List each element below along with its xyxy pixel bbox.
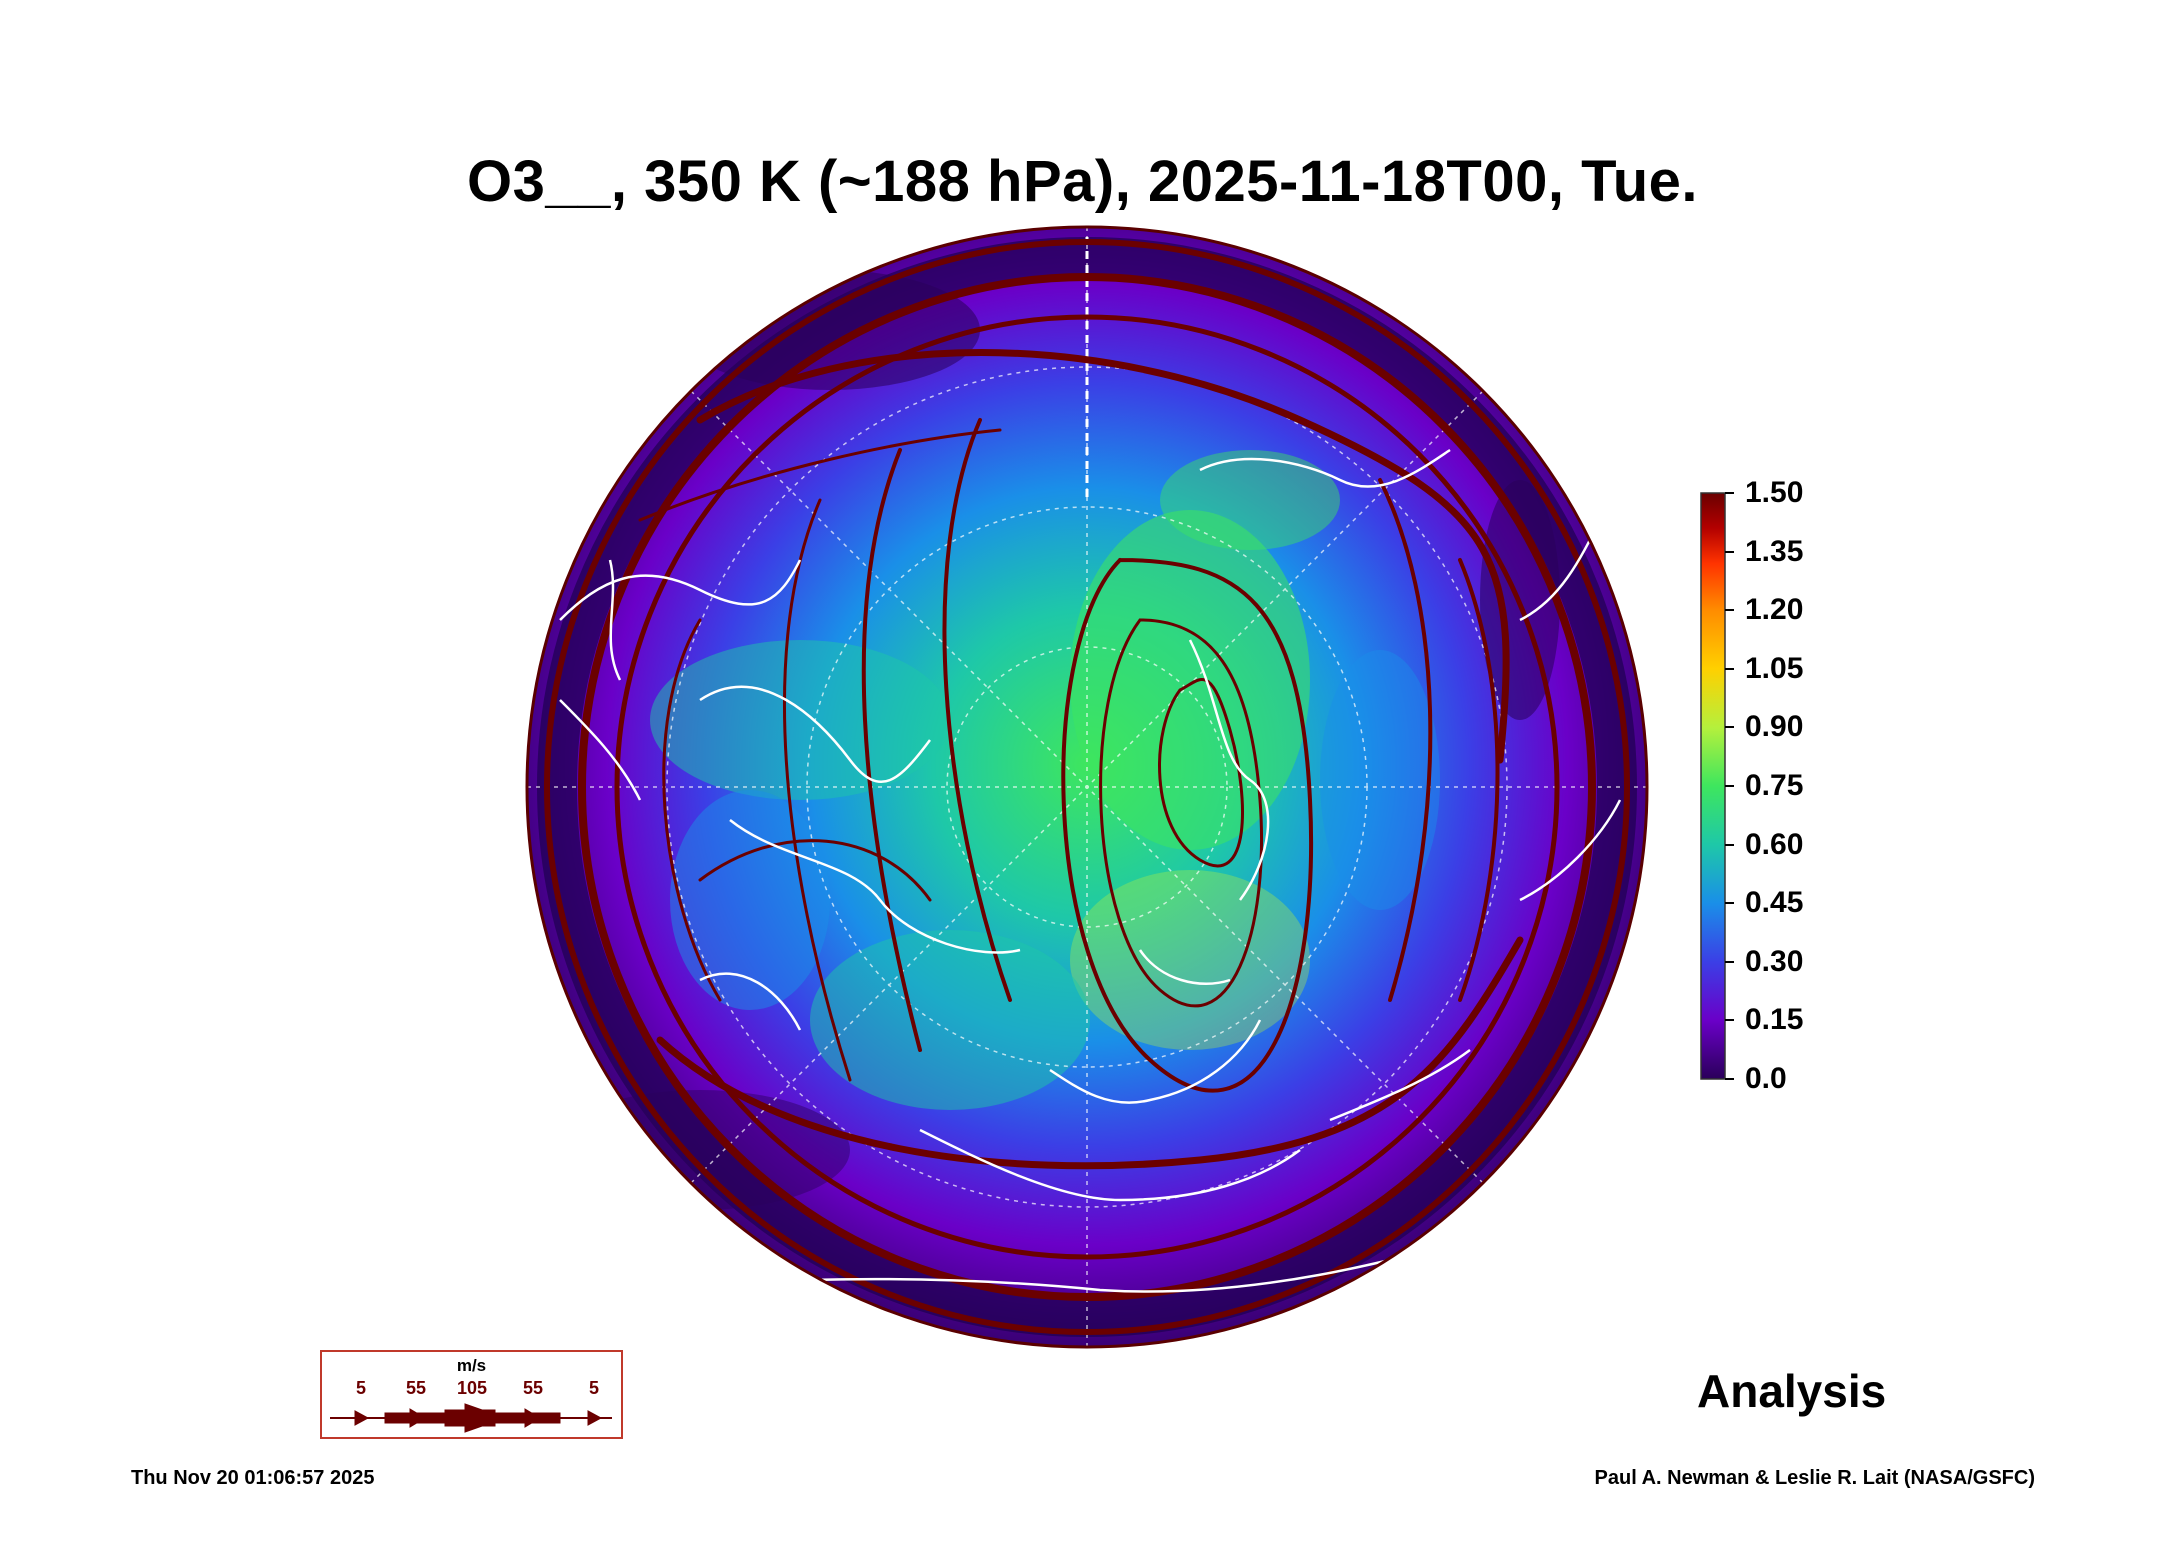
colorbar-label: 1.20 <box>1745 593 1804 626</box>
graticule <box>527 227 1647 1347</box>
colorbar-label: 1.50 <box>1745 476 1804 509</box>
colorbar-label: 0.45 <box>1745 886 1804 919</box>
globe-outline <box>525 225 1649 1349</box>
colorbar-label: 0.90 <box>1745 710 1804 743</box>
colorbar-label: 0.0 <box>1745 1062 1787 1095</box>
wind-legend-value: 55 <box>406 1378 427 1398</box>
wind-legend-value: 5 <box>589 1378 600 1398</box>
analysis-label: Analysis <box>1697 1365 1887 1417</box>
wind-legend-arrow <box>330 1403 612 1433</box>
wind-legend-unit: m/s <box>456 1356 487 1375</box>
page-title: O3__, 350 K (~188 hPa), 2025-11-18T00, T… <box>466 149 1699 214</box>
timestamp: Thu Nov 20 01:06:57 2025 <box>131 1467 375 1489</box>
colorbar-label: 1.35 <box>1745 535 1804 568</box>
wind-legend-value: 105 <box>457 1378 488 1398</box>
colorbar-label: 0.30 <box>1745 945 1804 978</box>
wind-legend: m/s 5 55 105 55 5 <box>320 1350 623 1439</box>
colorbar-label: 0.15 <box>1745 1003 1804 1036</box>
colorbar-label: 0.60 <box>1745 828 1804 861</box>
colorbar-ticks <box>1725 492 1734 1080</box>
colorbar <box>1700 492 1726 1080</box>
credit: Paul A. Newman & Leslie R. Lait (NASA/GS… <box>1594 1467 2035 1489</box>
wind-legend-value: 5 <box>356 1378 367 1398</box>
colorbar-label: 0.75 <box>1745 769 1804 802</box>
colorbar-label: 1.05 <box>1745 652 1804 685</box>
wind-legend-value: 55 <box>523 1378 544 1398</box>
